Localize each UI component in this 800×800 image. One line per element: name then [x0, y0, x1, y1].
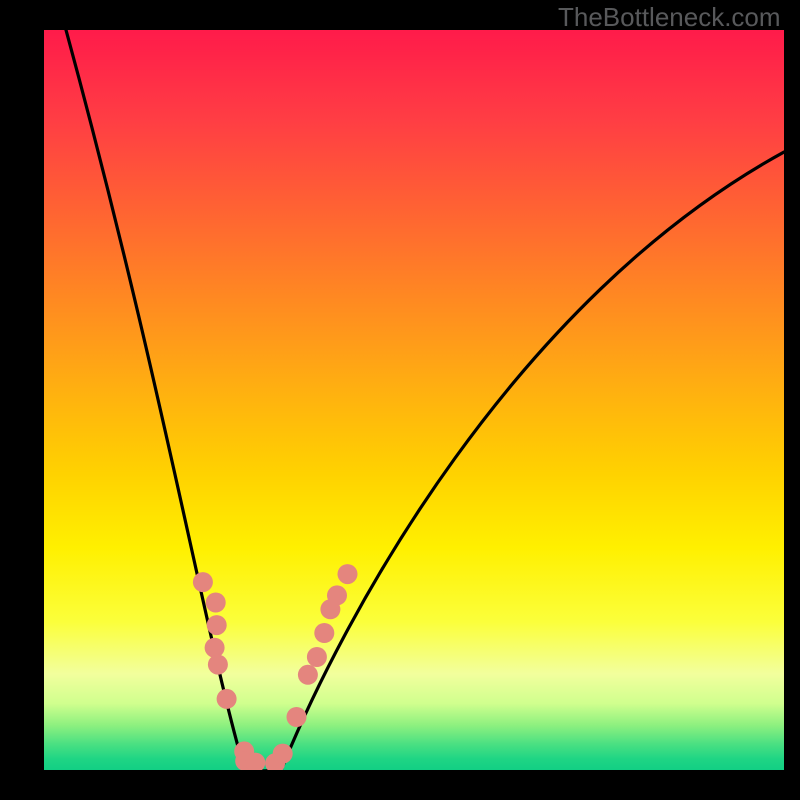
marker-dot: [273, 744, 293, 764]
plot-area: [44, 30, 784, 770]
marker-dot: [193, 572, 213, 592]
marker-dot: [287, 707, 307, 727]
marker-dot: [298, 665, 318, 685]
plot-svg: [44, 30, 784, 770]
marker-dot: [314, 623, 334, 643]
watermark-text: TheBottleneck.com: [558, 2, 781, 33]
marker-dot: [205, 638, 225, 658]
chart-stage: TheBottleneck.com: [0, 0, 800, 800]
marker-dot: [217, 689, 237, 709]
marker-dot: [206, 593, 226, 613]
bottleneck-curve: [66, 30, 784, 770]
marker-dot: [208, 655, 228, 675]
marker-dot: [327, 585, 347, 605]
marker-dot: [338, 564, 358, 584]
marker-dot: [207, 615, 227, 635]
marker-dot: [307, 647, 327, 667]
markers-group: [193, 564, 358, 770]
